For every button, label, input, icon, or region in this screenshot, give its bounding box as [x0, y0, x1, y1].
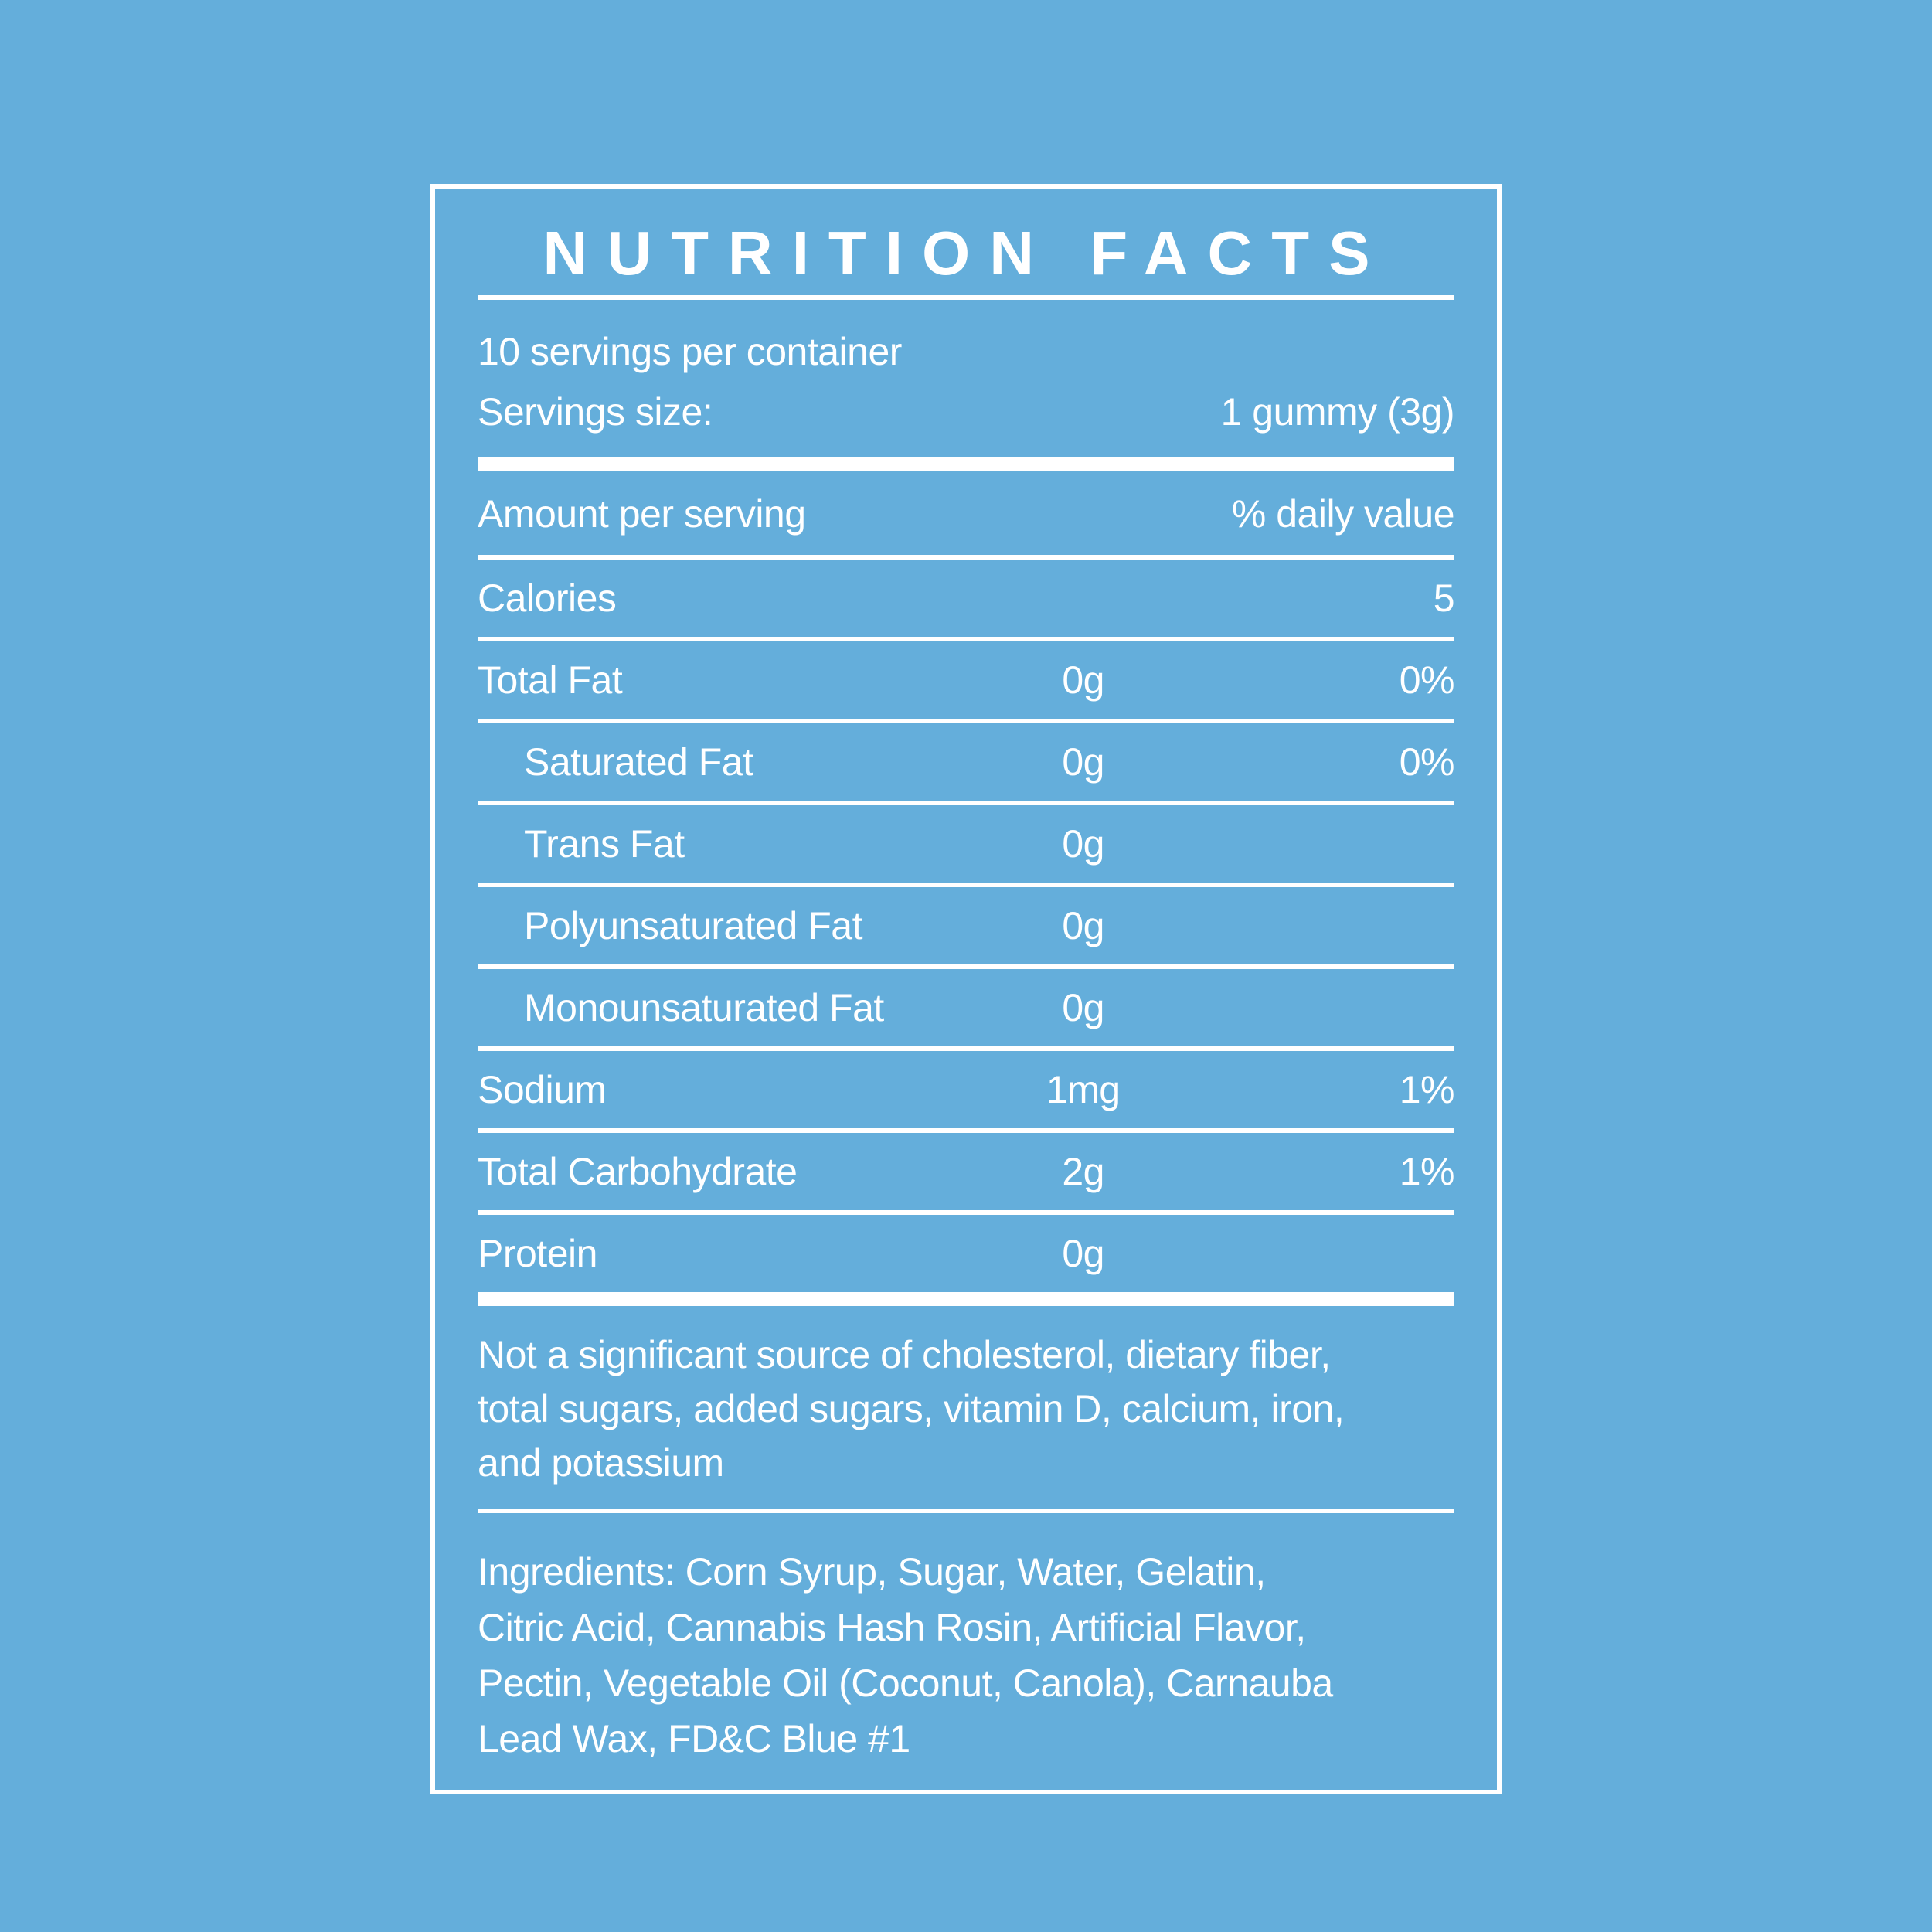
nutrient-amount: 0g — [1062, 822, 1104, 866]
nutrient-amount: 0g — [1062, 658, 1104, 702]
divider — [478, 555, 1454, 560]
calories-label: Calories — [478, 577, 617, 620]
nutrient-daily-value: 0% — [1399, 740, 1455, 784]
divider — [478, 1128, 1454, 1133]
nutrient-amount: 0g — [1062, 904, 1104, 947]
divider — [478, 719, 1454, 723]
nutrient-label: Saturated Fat — [524, 740, 753, 784]
nutrient-label: Trans Fat — [524, 822, 685, 866]
divider — [478, 1046, 1454, 1051]
divider-above-ingredients — [478, 1509, 1454, 1513]
amount-per-serving-header: Amount per serving — [478, 492, 806, 536]
nutrient-label: Sodium — [478, 1068, 607, 1111]
nutrient-row-monounsaturated-fat: Monounsaturated Fat 0g — [478, 969, 1454, 1046]
servings-per-container: 10 servings per container — [478, 330, 902, 373]
nutrient-row-total-fat: Total Fat 0g 0% — [478, 641, 1454, 719]
label-title: NUTRITION FACTS — [543, 219, 1389, 287]
column-header-row: Amount per serving % daily value — [478, 488, 1455, 539]
nutrient-daily-value: 0% — [1399, 658, 1455, 702]
nutrient-row-saturated-fat: Saturated Fat 0g 0% — [478, 723, 1454, 801]
nutrient-label: Monounsaturated Fat — [524, 986, 884, 1029]
nutrient-daily-value: 1% — [1399, 1150, 1455, 1193]
nutrient-amount: 0g — [1062, 740, 1104, 784]
nutrient-label: Polyunsaturated Fat — [524, 904, 863, 947]
nutrient-row-polyunsaturated-fat: Polyunsaturated Fat 0g — [478, 887, 1454, 964]
nutrient-amount: 0g — [1062, 986, 1104, 1029]
calories-row: Calories 5 — [478, 560, 1454, 637]
nutrient-row-total-carbohydrate: Total Carbohydrate 2g 1% — [478, 1133, 1454, 1210]
nutrient-row-protein: Protein 0g — [478, 1215, 1454, 1292]
insignificant-sources-note: Not a significant source of cholesterol,… — [478, 1333, 1345, 1485]
daily-value-header: % daily value — [1231, 492, 1455, 536]
nutrient-row-sodium: Sodium 1mg 1% — [478, 1051, 1454, 1128]
serving-size-row: Servings size: 1 gummy (3g) — [478, 388, 1455, 436]
thick-divider-footer — [478, 1292, 1454, 1306]
nutrient-label: Total Carbohydrate — [478, 1150, 798, 1193]
divider — [478, 637, 1454, 641]
thick-divider-servings — [478, 457, 1454, 471]
divider — [478, 883, 1454, 887]
nutrient-label: Protein — [478, 1232, 597, 1275]
divider — [478, 1210, 1454, 1215]
divider-under-title — [478, 295, 1454, 300]
nutrient-amount: 2g — [1062, 1150, 1104, 1193]
calories-value: 5 — [1433, 577, 1455, 620]
divider — [478, 801, 1454, 805]
nutrition-facts-label: NUTRITION FACTS 10 servings per containe… — [430, 184, 1502, 1794]
nutrient-row-trans-fat: Trans Fat 0g — [478, 805, 1454, 883]
ingredients-text: Ingredients: Corn Syrup, Sugar, Water, G… — [478, 1550, 1333, 1760]
serving-size-value: 1 gummy (3g) — [1220, 390, 1455, 434]
nutrient-daily-value: 1% — [1399, 1068, 1455, 1111]
nutrient-label: Total Fat — [478, 658, 623, 702]
divider — [478, 964, 1454, 969]
nutrient-amount: 1mg — [1046, 1068, 1121, 1111]
serving-size-label: Servings size: — [478, 390, 713, 434]
nutrient-amount: 0g — [1062, 1232, 1104, 1275]
